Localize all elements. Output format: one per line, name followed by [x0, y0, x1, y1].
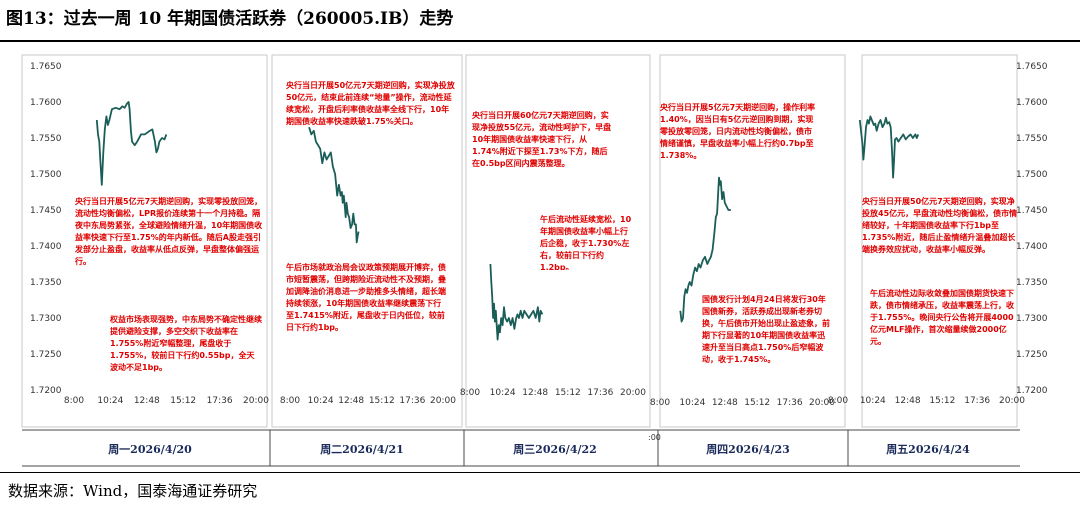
panel-frame-1 [21, 54, 268, 428]
x-tick-label: 20:00 [243, 396, 269, 406]
panel-frame-5 [861, 54, 1018, 428]
series-line-3 [489, 263, 544, 341]
x-tick-label: 10:24 [308, 396, 334, 406]
y-tick-right: 1.7600 [1016, 98, 1048, 108]
x-tick-label: 20:00 [430, 396, 456, 406]
annotation-mon-2: 权益市场表现强势，中东局势不确定性继续提供避险支撑，多空交织下收益率在1.755… [110, 315, 262, 372]
annotation-wed-2: 午后流动性延续宽松，10年期国债收益率小幅上行后企稳，收于1.730%左右，较前… [540, 215, 632, 270]
x-tick-label: 12:48 [522, 388, 548, 398]
x-tick-label: 10:24 [860, 396, 886, 406]
x-tick-label: 8:00 [64, 396, 84, 406]
annotation-fri-1: 央行当日开展50亿元7天期逆回购，实现净投放45亿元，早盘流动性均衡偏松，债市情… [862, 197, 1018, 254]
y-axis-right: 1.7650 1.7600 1.7550 1.7500 1.7450 1.7400 1.73… [1016, 62, 1048, 396]
annotation-tue-1: 央行当日开展50亿元7天期逆回购，实现净投放50亿元，结束此前连续“地量”操作，… [286, 81, 455, 126]
y-tick-right: 1.7650 [1016, 62, 1048, 72]
annotation-thu-2: 国债发行计划4月24日将发行30年国债新券，活跃券成出现新老券切换，午后债市开始… [702, 295, 830, 364]
series-line-5 [858, 115, 920, 179]
x-tick-label: 20:00 [620, 388, 646, 398]
x-axes: 8:00 10:24 12:48 15:12 17:36 20:00 8:00 10:24 12… [64, 388, 1025, 408]
x-tick-label: 8:00 [460, 388, 480, 398]
chart: 1.7650 1.7600 1.7550 1.7500 1.7450 1.7400 1.73… [21, 54, 1048, 467]
y-tick-right: 1.7300 [1016, 314, 1048, 324]
y-tick-right: 1.7350 [1016, 278, 1048, 288]
x-tick-label: 10:24 [679, 398, 705, 408]
y-axis-left: 1.7650 1.7600 1.7550 1.7500 1.7450 1.7400 1.73… [30, 62, 62, 396]
x-tick-label: 10:24 [490, 388, 516, 398]
x-tick-label: 15:12 [170, 396, 196, 406]
panel-frame-3 [465, 54, 651, 428]
y-tick-right: 1.7500 [1016, 170, 1048, 180]
annotation-fri-2: 午后流动性边际收敛叠加国债期货快速下跌，债市情绪承压，收益率震荡上行，收于1.7… [870, 289, 1014, 346]
y-tick-left: 1.7500 [30, 170, 62, 180]
x-tick-label: 17:36 [399, 396, 425, 406]
y-tick-left: 1.7400 [30, 242, 62, 252]
x-tick-label: 8:00 [280, 396, 300, 406]
annotation-mon-1: 央行当日开展5亿元7天期逆回购，实现零投放回笼，流动性均衡偏松，LPR报价连续第… [75, 197, 263, 266]
y-tick-left: 1.7250 [30, 350, 62, 360]
y-tick-right: 1.7450 [1016, 206, 1048, 216]
y-tick-right: 1.7400 [1016, 242, 1048, 252]
y-tick-left: 1.7450 [30, 206, 62, 216]
x-tick-label: 20:00 [809, 398, 835, 408]
title-rule [0, 40, 1080, 42]
y-tick-right: 1.7550 [1016, 134, 1048, 144]
x-tick-label: 10:24 [97, 396, 123, 406]
x-tick-label: 17:36 [587, 388, 613, 398]
panel-frame-4 [659, 54, 846, 428]
y-tick-left: 1.7200 [30, 386, 62, 396]
day-label-3: 周三2026/4/22 [513, 443, 597, 456]
x-tick-label: 8:00 [650, 398, 670, 408]
series-line-4 [679, 176, 731, 323]
x-tick-label: 17:36 [964, 396, 990, 406]
x-tick-label: 20:00 [999, 396, 1025, 406]
annotation-wed-1: 央行当日开展60亿元7天期逆回购，实现净投放55亿元，流动性呵护下，早盘10年期… [472, 111, 612, 168]
y-tick-left: 1.7350 [30, 278, 62, 288]
x-tick-label: 12:48 [712, 398, 738, 408]
x-tick-label: 17:36 [207, 396, 233, 406]
series-lines [95, 101, 920, 341]
y-tick-right: 1.7250 [1016, 350, 1048, 360]
x-tick-label: 17:36 [777, 398, 803, 408]
source-rule [0, 472, 1080, 473]
x-tick-label: 15:12 [555, 388, 581, 398]
x-tick-label: 15:12 [369, 396, 395, 406]
day-label-2: 周二2026/4/21 [320, 443, 404, 456]
y-tick-right: 1.7200 [1016, 386, 1048, 396]
annotation-thu-1: 央行当日开展5亿元7天期逆回购，操作利率1.40%，因当日有5亿元逆回购到期，实… [660, 103, 816, 160]
x-tick-label: 15:12 [744, 398, 770, 408]
annotation-tue-2: 午后市场就政治局会议政策预期展开博弈，债市短暂震荡，但跨期险近流动性不及预期，叠… [286, 263, 446, 332]
panel-frames [21, 54, 1018, 428]
y-tick-left: 1.7300 [30, 314, 62, 324]
day-label-1: 周一2026/4/20 [108, 443, 192, 456]
y-tick-left: 1.7600 [30, 98, 62, 108]
day-label-4: 周四2026/4/23 [706, 443, 790, 456]
x-tick-label: 8:00 [828, 396, 848, 406]
y-tick-left: 1.7650 [30, 62, 62, 72]
day-label-bar: 周一2026/4/20 周二2026/4/21 周三2026/4/22 周四2026/… [22, 429, 1020, 467]
page-title: 图13：过去一周 10 年期国债活跃券（260005.IB）走势 [6, 9, 454, 29]
panel-frame-2 [271, 54, 463, 428]
series-line-2 [308, 126, 360, 244]
y-tick-left: 1.7550 [30, 134, 62, 144]
x-tick-label: 12:48 [134, 396, 160, 406]
stray-tick-label: :00 [648, 433, 661, 442]
x-tick-label: 12:48 [338, 396, 364, 406]
day-label-5: 周五2026/4/24 [886, 443, 970, 456]
x-tick-label: 12:48 [895, 396, 921, 406]
series-line-1 [95, 101, 168, 186]
x-tick-label: 15:12 [929, 396, 955, 406]
source-note: 数据来源：Wind，国泰海通证券研究 [8, 482, 258, 500]
